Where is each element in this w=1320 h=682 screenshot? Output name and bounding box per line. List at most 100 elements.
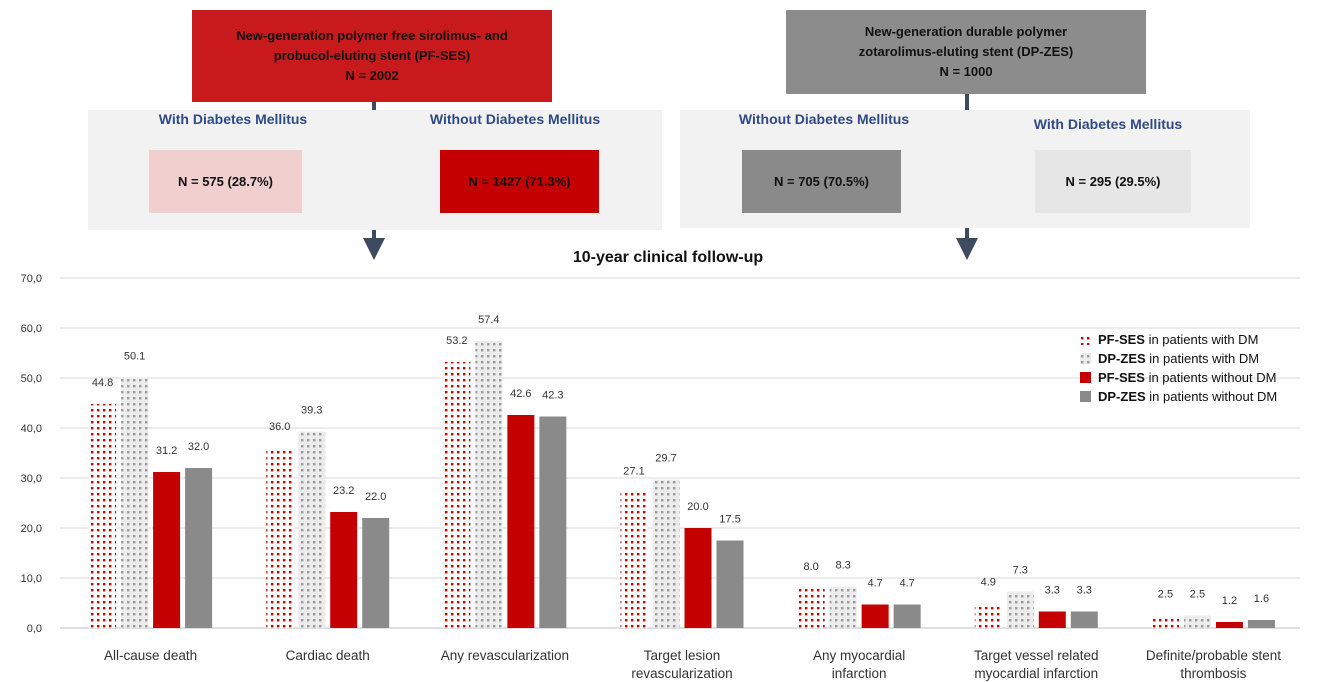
x-category-label: Any myocardial infarction <box>813 648 905 681</box>
x-category-label: Target vessel related myocardial infarcti… <box>974 648 1099 681</box>
x-category-label-line: Definite/probable stent <box>1146 648 1281 663</box>
legend-entry: PF-SES in patients without DM <box>1098 370 1276 385</box>
data-label: 8.3 <box>835 560 850 572</box>
legend-entry-desc: in patients with DM <box>1145 332 1258 347</box>
pf-ses-title-line1: New-generation polymer free sirolimus- a… <box>236 28 508 43</box>
bar <box>716 540 744 628</box>
data-label: 50.1 <box>124 351 145 363</box>
pf-ses-header-box: New-generation polymer free sirolimus- a… <box>192 10 552 102</box>
data-label: 4.9 <box>981 577 996 589</box>
data-label: 3.3 <box>1045 585 1060 597</box>
legend-entry-series: PF-SES <box>1098 332 1145 347</box>
bar <box>507 415 535 628</box>
data-label: 31.2 <box>156 445 177 457</box>
dp-zes-without-dm-n-box: N = 705 (70.5%) <box>742 150 901 213</box>
pf-ses-with-dm-n: N = 575 (28.7%) <box>177 174 274 189</box>
data-label: 1.6 <box>1254 593 1269 605</box>
bar <box>1183 615 1211 628</box>
bar <box>861 604 889 628</box>
data-label: 29.7 <box>655 453 676 465</box>
x-category-label-line: myocardial infarction <box>974 666 1098 681</box>
x-category-label-line: infarction <box>832 666 887 681</box>
bar <box>121 377 149 628</box>
x-category-label-line: thrombosis <box>1180 666 1246 681</box>
dp-zes-with-dm-n-box: N = 295 (29.5%) <box>1035 150 1191 213</box>
x-category-label-line: Target lesion <box>644 648 721 663</box>
bar <box>1006 591 1034 628</box>
legend-swatch <box>1080 353 1091 364</box>
bar <box>330 512 358 628</box>
data-label: 2.5 <box>1190 589 1205 601</box>
pf-ses-without-dm-label: Without Diabetes Mellitus <box>429 111 601 127</box>
data-label: 8.0 <box>803 561 818 573</box>
dp-zes-with-dm-n: N = 295 (29.5%) <box>1065 174 1161 189</box>
legend-entry-desc: in patients without DM <box>1146 389 1278 404</box>
x-category-label-line: Target vessel related <box>974 648 1099 663</box>
pf-ses-with-dm-label: With Diabetes Mellitus <box>158 111 308 127</box>
data-label: 4.7 <box>867 578 882 590</box>
bar <box>652 479 680 628</box>
arrow-down-icon <box>956 238 978 260</box>
y-tick-label: 50,0 <box>21 373 42 385</box>
bar <box>362 518 390 628</box>
pf-ses-without-dm-n: N = 1427 (71.3%) <box>468 174 571 189</box>
bar <box>829 586 857 628</box>
dp-zes-with-dm-label: With Diabetes Mellitus <box>1033 116 1183 132</box>
x-category-label: All-cause death <box>104 648 197 663</box>
data-label: 36.0 <box>269 421 290 433</box>
bar <box>443 362 471 628</box>
dp-zes-without-dm-n: N = 705 (70.5%) <box>773 174 870 189</box>
bar <box>1247 620 1275 628</box>
y-tick-label: 0,0 <box>27 623 42 635</box>
y-tick-label: 60,0 <box>21 323 42 335</box>
bar <box>185 468 213 628</box>
data-label: 39.3 <box>301 405 322 417</box>
data-label: 32.0 <box>188 441 209 453</box>
x-category-label-line: All-cause death <box>104 648 197 663</box>
bar <box>475 341 503 628</box>
pf-ses-title-line2: probucol-eluting stent (PF-SES) <box>273 48 471 63</box>
bar <box>1151 615 1179 628</box>
bar <box>1038 611 1066 628</box>
bar <box>1070 611 1098 628</box>
legend-swatch <box>1080 372 1091 383</box>
legend-entry-series: DP-ZES <box>1098 351 1146 366</box>
dp-zes-header-box: New-generation durable polymer zotarolim… <box>786 10 1146 94</box>
bar <box>684 528 712 628</box>
bar <box>539 416 567 628</box>
pf-ses-with-dm-n-box: N = 575 (28.7%) <box>149 150 302 213</box>
data-label: 42.6 <box>510 388 531 400</box>
bar <box>89 404 117 628</box>
x-category-label: Any revascularization <box>441 648 569 663</box>
dp-zes-without-dm-label: Without Diabetes Mellitus <box>738 111 910 127</box>
x-category-label-line: revascularization <box>631 666 732 681</box>
bar <box>298 431 326 628</box>
bar <box>974 603 1002 628</box>
chart-title: 10-year clinical follow-up <box>573 249 764 266</box>
data-label: 17.5 <box>719 514 740 526</box>
x-category-label-line: Cardiac death <box>286 648 370 663</box>
dp-zes-title-line1: New-generation durable polymer <box>864 24 1068 39</box>
data-label: 3.3 <box>1077 585 1092 597</box>
legend-entry: PF-SES in patients with DM <box>1098 332 1258 347</box>
legend-entry-series: PF-SES <box>1098 370 1145 385</box>
x-category-label: Definite/probable stent thrombosis <box>1146 648 1281 681</box>
legend-entry-desc: in patients with DM <box>1146 351 1259 366</box>
data-label: 1.2 <box>1222 595 1237 607</box>
x-category-label-line: Any revascularization <box>441 648 569 663</box>
data-label: 7.3 <box>1013 565 1028 577</box>
legend-entry: DP-ZES in patients without DM <box>1098 389 1277 404</box>
data-label: 2.5 <box>1158 589 1173 601</box>
legend-entry-desc: in patients without DM <box>1145 370 1277 385</box>
data-label: 4.7 <box>899 578 914 590</box>
data-label: 23.2 <box>333 485 354 497</box>
bar <box>893 604 921 628</box>
pf-ses-without-dm-n-box: N = 1427 (71.3%) <box>440 150 599 213</box>
y-tick-label: 10,0 <box>21 573 42 585</box>
data-label: 22.0 <box>365 491 386 503</box>
y-tick-label: 70,0 <box>21 273 42 285</box>
x-category-label-line: Any myocardial <box>813 648 905 663</box>
arrow-down-icon <box>363 238 385 260</box>
